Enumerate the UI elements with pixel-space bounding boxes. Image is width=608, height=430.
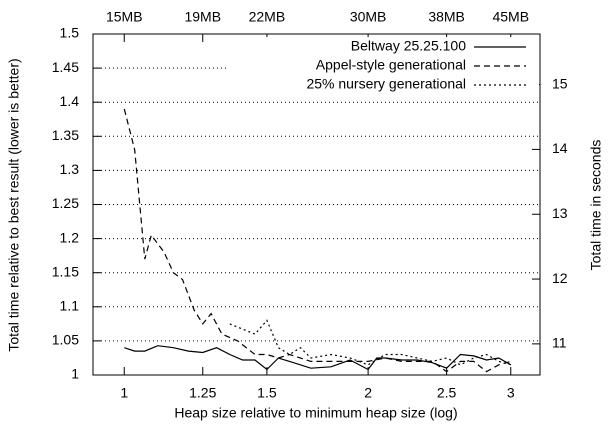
y-tick-label: 1.45 bbox=[52, 59, 79, 75]
plot-frame bbox=[92, 33, 541, 376]
y-tick-label: 1.25 bbox=[52, 195, 79, 211]
x-axis-label: Heap size relative to minimum heap size … bbox=[174, 405, 457, 421]
y-tick-label: 1.4 bbox=[60, 93, 80, 109]
y2-tick-label: 15 bbox=[552, 75, 568, 91]
x2-tick-label: 30MB bbox=[350, 9, 387, 25]
y2-tick-label: 11 bbox=[552, 335, 567, 351]
series-line bbox=[124, 345, 512, 371]
y2-axis-label: Total time in seconds bbox=[588, 140, 604, 271]
y-tick-label: 1.15 bbox=[52, 263, 79, 279]
x-tick-label: 2 bbox=[364, 385, 372, 401]
y-tick-label: 1.1 bbox=[60, 298, 80, 314]
y-tick-label: 1.35 bbox=[52, 127, 79, 143]
y-tick-label: 1 bbox=[71, 366, 79, 382]
y2-tick-label: 13 bbox=[552, 205, 568, 221]
y-tick-label: 1.05 bbox=[52, 332, 79, 348]
y2-tick-label: 12 bbox=[552, 270, 568, 286]
x-tick-label: 1.5 bbox=[257, 385, 277, 401]
y-tick-label: 1.2 bbox=[60, 229, 80, 245]
x2-tick-label: 45MB bbox=[492, 9, 529, 25]
y-tick-label: 1.5 bbox=[60, 25, 80, 41]
x-tick-label: 1 bbox=[120, 385, 128, 401]
legend-label: 25% nursery generational bbox=[306, 76, 466, 92]
legend-label: Beltway 25.25.100 bbox=[351, 38, 466, 54]
x2-tick-label: 38MB bbox=[428, 9, 465, 25]
x-tick-label: 1.25 bbox=[189, 385, 216, 401]
x-tick-label: 2.5 bbox=[437, 385, 457, 401]
x2-tick-label: 19MB bbox=[184, 9, 221, 25]
series-line bbox=[123, 108, 511, 373]
y2-tick-label: 14 bbox=[552, 140, 568, 156]
x2-tick-label: 15MB bbox=[106, 9, 143, 25]
y-axis-label: Total time relative to best result (lowe… bbox=[6, 58, 22, 351]
series-line bbox=[229, 319, 511, 366]
legend-label: Appel-style generational bbox=[316, 57, 466, 73]
x2-tick-label: 22MB bbox=[249, 9, 286, 25]
x-tick-label: 3 bbox=[507, 385, 515, 401]
y-tick-label: 1.3 bbox=[60, 161, 80, 177]
